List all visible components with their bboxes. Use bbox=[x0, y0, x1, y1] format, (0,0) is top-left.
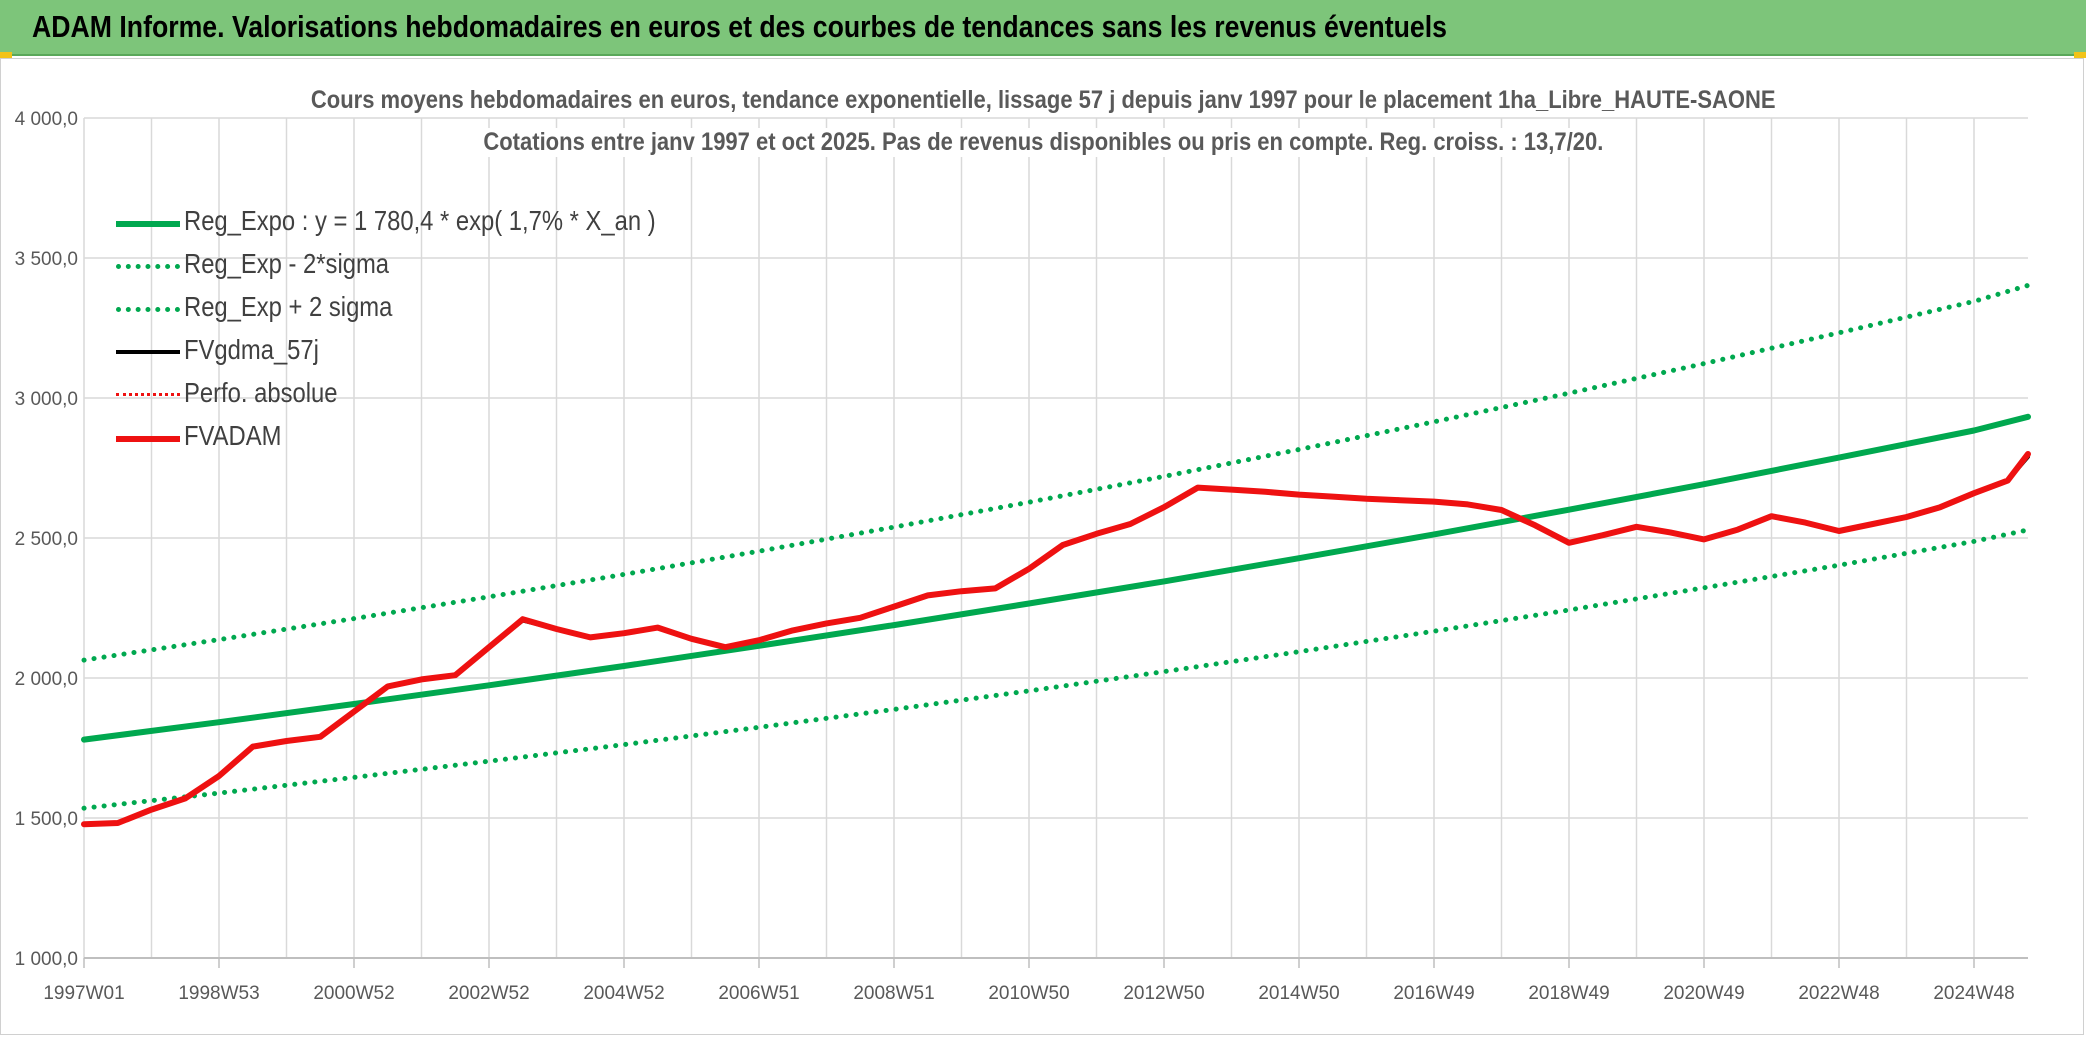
fvadam-line bbox=[81, 451, 2031, 828]
x-tick-label: 2000W52 bbox=[313, 983, 394, 1004]
corner-marker-right bbox=[2074, 52, 2086, 58]
legend-swatch-perfo-absolue bbox=[116, 393, 180, 396]
corner-marker-left bbox=[0, 52, 12, 58]
chart-title-text: Cours moyens hebdomadaires en euros, ten… bbox=[305, 86, 1781, 115]
chart-title: Cours moyens hebdomadaires en euros, ten… bbox=[0, 86, 2086, 115]
legend-swatch-fvadam bbox=[116, 436, 180, 442]
y-tick-label: 3 500,0 bbox=[15, 249, 78, 270]
header-banner: ADAM Informe. Valorisations hebdomadaire… bbox=[0, 0, 2086, 56]
legend-swatch-reg-exp-minus bbox=[116, 264, 180, 269]
y-tick-label: 2 000,0 bbox=[15, 669, 78, 690]
x-tick-label: 2022W48 bbox=[1798, 983, 1879, 1004]
x-tick-label: 1998W53 bbox=[178, 983, 259, 1004]
reg-expo-line bbox=[81, 413, 2031, 743]
y-tick-label: 4 000,0 bbox=[15, 109, 78, 130]
x-tick-label: 2006W51 bbox=[718, 983, 799, 1004]
reg-exp-minus-2sigma-line bbox=[81, 527, 2031, 811]
x-tick-label: 2004W52 bbox=[583, 983, 664, 1004]
chart-subtitle: Cotations entre janv 1997 et oct 2025. P… bbox=[0, 128, 2086, 157]
chart-subtitle-text: Cotations entre janv 1997 et oct 2025. P… bbox=[477, 128, 1609, 157]
x-tick-label: 2024W48 bbox=[1933, 983, 2014, 1004]
legend-swatch-fvgdma bbox=[116, 350, 180, 354]
legend-label-perfo-absolue: Perfo. absolue bbox=[184, 377, 338, 408]
legend-swatch-reg-expo bbox=[116, 221, 180, 227]
x-tick-label: 2008W51 bbox=[853, 983, 934, 1004]
y-tick-label: 3 000,0 bbox=[15, 389, 78, 410]
chart-area bbox=[0, 58, 2084, 1035]
y-tick-label: 1 500,0 bbox=[15, 809, 78, 830]
legend-label-fvgdma: FVgdma_57j bbox=[184, 334, 319, 365]
reg-exp-plus-2sigma-line bbox=[81, 282, 2031, 663]
x-tick-label: 2016W49 bbox=[1393, 983, 1474, 1004]
legend-label-fvadam: FVADAM bbox=[184, 420, 282, 451]
x-tick-label: 2014W50 bbox=[1258, 983, 1339, 1004]
legend-label-reg-expo: Reg_Expo : y = 1 780,4 * exp( 1,7% * X_a… bbox=[184, 205, 656, 236]
legend-swatch-reg-exp-plus bbox=[116, 307, 180, 312]
x-tick-label: 2002W52 bbox=[448, 983, 529, 1004]
y-tick-label: 1 000,0 bbox=[15, 949, 78, 970]
y-tick-label: 2 500,0 bbox=[15, 529, 78, 550]
x-tick-label: 1997W01 bbox=[43, 983, 124, 1004]
legend-label-reg-exp-plus: Reg_Exp + 2 sigma bbox=[184, 291, 393, 322]
x-tick-label: 2018W49 bbox=[1528, 983, 1609, 1004]
x-tick-label: 2010W50 bbox=[988, 983, 1069, 1004]
x-tick-label: 2020W49 bbox=[1663, 983, 1744, 1004]
legend-label-reg-exp-minus: Reg_Exp - 2*sigma bbox=[184, 248, 390, 279]
fvgdma-57j-line bbox=[82, 454, 2030, 827]
page-title: ADAM Informe. Valorisations hebdomadaire… bbox=[32, 9, 1447, 44]
x-tick-label: 2012W50 bbox=[1123, 983, 1204, 1004]
